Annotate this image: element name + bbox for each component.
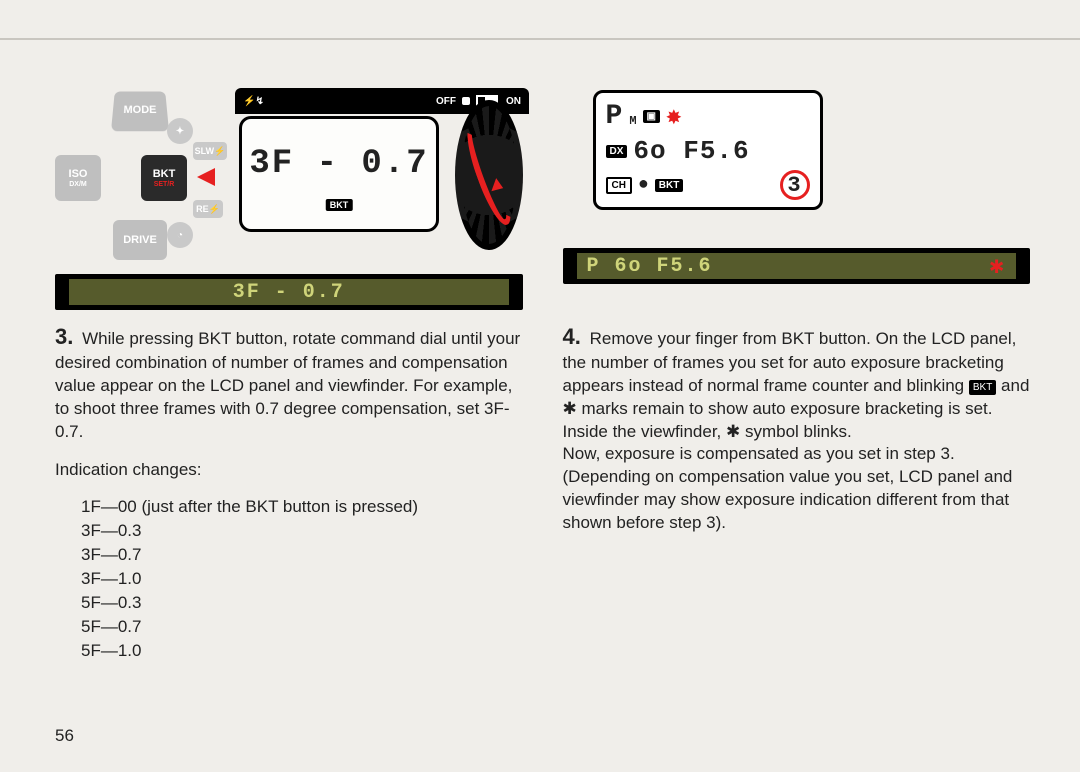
lcd-value: 3F - 0.7: [242, 119, 436, 183]
viewfinder-right-inner: P 6o F5.6 ✱: [577, 253, 1017, 279]
step-3-column: 3. While pressing BKT button, rotate com…: [55, 322, 523, 664]
step-4-body-a: Remove your finger from BKT button. On t…: [563, 329, 1017, 395]
lcd-panel: 3F - 0.7 BKT: [239, 116, 439, 232]
dpad-iso-sublabel: DX/M: [69, 181, 87, 188]
red-arrow-icon: [197, 168, 215, 186]
inline-bkt-badge: BKT: [969, 380, 996, 396]
dpad-mini-timer: ◔: [167, 222, 193, 248]
indication-item: 3F—0.3: [81, 520, 523, 543]
frame-count-value: 3: [787, 173, 801, 198]
indication-item: 3F—0.7: [81, 544, 523, 567]
indication-list: 1F—00 (just after the BKT button is pres…: [55, 496, 523, 663]
page-number: 56: [55, 726, 74, 746]
on-label: ON: [506, 96, 521, 107]
dpad-mini-slw: SLW⚡: [193, 142, 227, 160]
indication-item: 3F—1.0: [81, 568, 523, 591]
step-3-number: 3.: [55, 324, 73, 349]
dpad-mini-re: RE⚡: [193, 200, 223, 218]
manual-page: MODE ISO DX/M BKT SET/R DRIVE ✦ SLW⚡ RE⚡…: [0, 0, 1080, 772]
dpad-iso-label: ISO: [69, 168, 88, 180]
figure-col-right: P M ▣ ✸ DX 6o F5.6 CH ● BKT 3: [563, 90, 1031, 310]
rec-dot-icon: ●: [638, 175, 649, 195]
viewfinder-strip-right: P 6o F5.6 ✱: [563, 248, 1031, 284]
lcd2-mode-m: M: [629, 114, 636, 128]
viewfinder-right-text: P 6o F5.6: [587, 255, 713, 278]
frame-count-circled: 3: [780, 170, 810, 200]
viewfinder-left-text: 3F - 0.7: [69, 279, 509, 305]
indication-item: 1F—00 (just after the BKT button is pres…: [81, 496, 523, 519]
figure-col-left: MODE ISO DX/M BKT SET/R DRIVE ✦ SLW⚡ RE⚡…: [55, 90, 523, 310]
off-label: OFF: [436, 96, 456, 107]
bkt-badge: BKT: [655, 179, 684, 192]
ch-badge: CH: [606, 177, 632, 194]
lcd2-mode-p: P: [606, 101, 624, 132]
dpad-bkt-button: BKT SET/R: [141, 155, 187, 201]
dx-badge: DX: [606, 145, 628, 158]
lcd-bkt-tag: BKT: [326, 199, 353, 211]
dpad-mini-top: ✦: [167, 118, 193, 144]
indication-item: 5F—1.0: [81, 640, 523, 663]
instruction-text: 3. While pressing BKT button, rotate com…: [55, 322, 1030, 664]
step-3-body: While pressing BKT button, rotate comman…: [55, 329, 520, 441]
indication-item: 5F—0.3: [81, 592, 523, 615]
step-4-column: 4. Remove your finger from BKT button. O…: [563, 322, 1031, 664]
dpad-bkt-label: BKT: [153, 168, 176, 180]
dpad-drive-button: DRIVE: [113, 220, 167, 260]
lcd2-shutter-aperture: 6o F5.6: [633, 136, 749, 166]
dpad-mode-button: MODE: [111, 91, 169, 131]
dpad-bkt-sublabel: SET/R: [154, 181, 175, 188]
exposure-icon: ▣: [643, 110, 660, 123]
flash-icon: ⚡↯: [243, 96, 264, 107]
step-4-body-c: Now, exposure is compensated as you set …: [563, 443, 1031, 535]
lcd-panel-right: P M ▣ ✸ DX 6o F5.6 CH ● BKT 3: [593, 90, 823, 210]
step-4-number: 4.: [563, 324, 581, 349]
dpad-iso-button: ISO DX/M: [55, 155, 101, 201]
indication-label: Indication changes:: [55, 459, 523, 482]
command-dial: [455, 100, 523, 250]
indication-item: 5F—0.7: [81, 616, 523, 639]
switch-dot-icon: [462, 97, 470, 105]
dial-red-arc-icon: [460, 121, 518, 229]
viewfinder-strip-left: 3F - 0.7: [55, 274, 523, 310]
viewfinder-flash-icon: ✱: [990, 251, 1006, 281]
camera-dpad: MODE ISO DX/M BKT SET/R DRIVE ✦ SLW⚡ RE⚡…: [55, 90, 225, 260]
figure-row: MODE ISO DX/M BKT SET/R DRIVE ✦ SLW⚡ RE⚡…: [55, 90, 1030, 310]
star-red-icon: ✸: [666, 104, 682, 130]
